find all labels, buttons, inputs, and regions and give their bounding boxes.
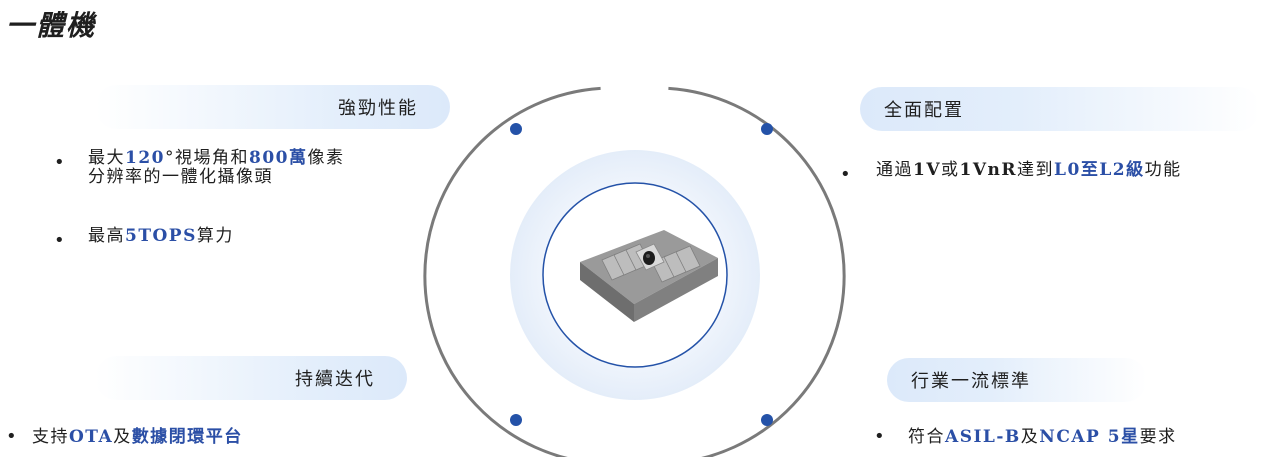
bullet-dot: • (54, 152, 65, 173)
outer-ring-right-arc (668, 86, 846, 457)
text: 功能 (1144, 160, 1182, 180)
highlight-text: 5TOPS (125, 226, 197, 246)
highlight-text: L0至L2級 (1054, 160, 1145, 180)
item-line-2: 分辨率的一體化攝像頭 (88, 167, 273, 187)
highlight-text: 120 (125, 148, 165, 168)
text: 最高 (88, 226, 125, 246)
list-item-camera: 最大120°視場角和800萬像素 分辨率的一體化攝像頭 (88, 149, 345, 187)
heading-strong-performance: 強勁性能 (95, 85, 450, 129)
text: 及 (113, 427, 132, 447)
text: 或 (941, 160, 960, 180)
bullet-dot: • (54, 230, 65, 251)
list-item-compute: 最高5TOPS算力 (88, 227, 234, 246)
ring-dot-top-left (510, 123, 522, 135)
text: 像素 (307, 148, 345, 168)
camera-module-image (580, 230, 718, 322)
text: 通過 (876, 160, 913, 180)
heading-full-configuration: 全面配置 (860, 87, 1260, 131)
highlight-text: OTA (69, 427, 114, 447)
heading-industry-standard: 行業一流標準 (887, 358, 1147, 402)
serif-text: 1VnR (959, 160, 1018, 180)
text: ° (165, 148, 175, 168)
page-title: 一體機 (6, 9, 97, 42)
bullet-dot: • (6, 426, 17, 447)
list-item-standards: 符合ASIL-B及NCAP 5星要求 (908, 428, 1177, 447)
ring-dot-bottom-right (761, 414, 773, 426)
text: 支持 (32, 427, 69, 447)
highlight-text: 數據閉環平台 (131, 427, 243, 447)
text: 及 (1020, 427, 1040, 447)
text: 達到 (1017, 160, 1055, 180)
bullet-dot: • (874, 426, 885, 447)
highlight-text: ASIL-B (945, 427, 1021, 447)
text: 要求 (1139, 427, 1177, 447)
heading-continuous-iteration: 持續迭代 (95, 356, 407, 400)
bullet-dot: • (840, 164, 851, 185)
list-item-levels: 通過1V或1VnR達到L0至L2級功能 (876, 161, 1182, 180)
outer-ring-left-arc (423, 86, 601, 457)
text: 符合 (908, 427, 945, 447)
serif-text: 1V (913, 160, 942, 180)
text: 視場角和 (175, 148, 249, 168)
highlight-text: 800萬 (249, 148, 308, 168)
ring-dot-top-right (761, 123, 773, 135)
text: 最大 (88, 148, 125, 168)
item-line: 最大120°視場角和800萬像素 (88, 149, 345, 168)
highlight-text: NCAP 5星 (1039, 427, 1140, 447)
text: 算力 (196, 226, 234, 246)
ring-dot-bottom-left (510, 414, 522, 426)
list-item-ota: 支持OTA及數據閉環平台 (32, 428, 243, 447)
